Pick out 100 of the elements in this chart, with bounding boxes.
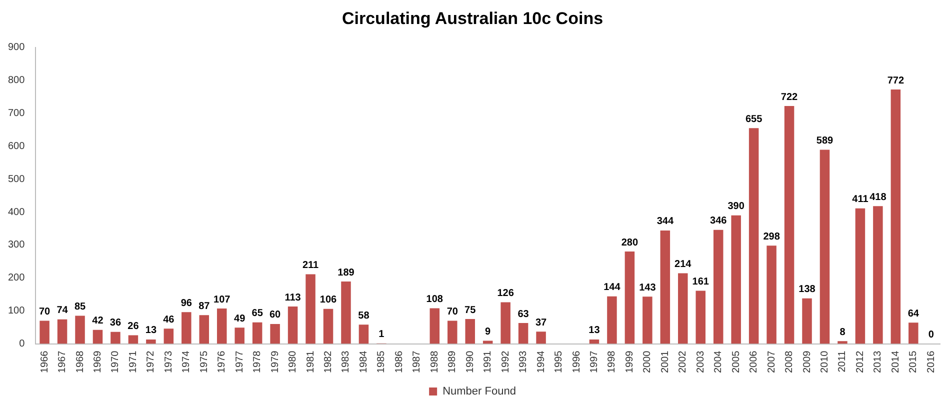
- data-label: 58: [358, 310, 370, 322]
- x-tick-label: 1969: [92, 350, 104, 374]
- bar: [624, 252, 635, 344]
- x-tick-label: 2008: [784, 350, 796, 374]
- chart-title: Circulating Australian 10c Coins: [342, 8, 604, 28]
- data-label: 143: [639, 282, 656, 294]
- x-tick-label: 1984: [358, 350, 370, 374]
- x-tick-label: 1973: [163, 350, 174, 374]
- data-label: 70: [38, 306, 51, 318]
- x-tick-label: 1999: [624, 350, 636, 374]
- data-label: 74: [56, 305, 68, 316]
- x-tick-label: 1997: [588, 350, 600, 374]
- data-label: 144: [604, 282, 621, 294]
- bar: [890, 90, 901, 344]
- bar: [448, 320, 458, 344]
- bar: [642, 296, 652, 344]
- data-label: 161: [692, 276, 710, 288]
- x-tick-label: 2007: [766, 350, 778, 374]
- bar: [182, 312, 192, 344]
- x-tick-label: 2004: [713, 350, 724, 374]
- bar: [92, 330, 103, 344]
- x-tick-label: 1995: [554, 350, 565, 374]
- x-tick-label: 2010: [819, 350, 830, 374]
- x-tick-label: 2003: [695, 350, 706, 374]
- bar: [75, 316, 85, 344]
- data-label: 46: [163, 314, 175, 326]
- x-tick-label: 1988: [429, 350, 440, 374]
- data-label: 75: [464, 304, 476, 316]
- data-label: 390: [728, 201, 745, 212]
- data-label: 655: [745, 114, 763, 125]
- data-label: 13: [588, 325, 600, 336]
- bar: [696, 290, 706, 344]
- x-tick-label: 1976: [216, 350, 228, 374]
- bar: [589, 339, 600, 344]
- y-tick-label: 500: [8, 174, 26, 185]
- data-label: 411: [852, 194, 869, 206]
- x-tick-label: 1967: [57, 350, 68, 374]
- x-tick-label: 2001: [660, 350, 671, 374]
- data-label: 85: [74, 302, 86, 313]
- x-tick-label: 1980: [288, 350, 299, 374]
- x-tick-label: 1992: [500, 350, 512, 374]
- data-label: 189: [338, 267, 355, 278]
- x-tick-label: 1981: [305, 350, 316, 374]
- data-label: 36: [110, 318, 122, 329]
- data-label: 106: [320, 294, 338, 306]
- bar: [358, 324, 369, 344]
- bar: [855, 208, 866, 344]
- bar: [306, 274, 316, 344]
- x-tick-label: 2016: [926, 350, 937, 374]
- x-tick-label: 1966: [39, 350, 50, 374]
- data-label: 65: [252, 308, 264, 320]
- x-tick-label: 1990: [464, 350, 476, 374]
- data-label: 107: [214, 294, 231, 306]
- x-tick-label: 1971: [128, 350, 139, 374]
- data-label: 8: [840, 326, 846, 338]
- data-label: 13: [145, 325, 157, 336]
- data-label: 87: [198, 300, 210, 312]
- x-tick-label: 1979: [270, 350, 281, 374]
- x-tick-label: 1998: [606, 350, 618, 374]
- x-tick-label: 1975: [198, 350, 210, 374]
- bar: [784, 106, 794, 344]
- data-label: 589: [816, 136, 834, 147]
- bar: [660, 230, 670, 344]
- x-tick-label: 2011: [837, 350, 848, 372]
- data-label: 64: [908, 308, 920, 320]
- bar: [802, 298, 812, 344]
- bar: [110, 332, 120, 344]
- bar: [607, 296, 617, 344]
- y-tick-label: 800: [8, 75, 26, 86]
- bar: [518, 323, 528, 344]
- data-label: 722: [780, 92, 798, 103]
- data-label: 26: [128, 320, 140, 332]
- bar: [465, 319, 475, 344]
- bar: [838, 341, 848, 344]
- bar: [234, 328, 244, 344]
- x-tick-label: 2006: [748, 350, 760, 374]
- x-tick-label: 1968: [74, 350, 86, 374]
- data-label: 49: [234, 313, 246, 324]
- bar: [216, 308, 227, 344]
- data-label: 42: [92, 316, 104, 327]
- data-label: 96: [180, 298, 192, 309]
- x-tick-label: 2009: [802, 350, 813, 374]
- x-tick-label: 1985: [376, 350, 388, 374]
- data-label: 138: [798, 284, 816, 296]
- bar: [323, 308, 334, 344]
- x-tick-label: 2005: [730, 350, 742, 374]
- bar: [288, 306, 298, 344]
- y-tick-label: 600: [8, 140, 26, 152]
- bar: [536, 332, 546, 344]
- bar: [40, 320, 50, 344]
- data-label: 214: [674, 259, 692, 270]
- bar: [731, 215, 741, 344]
- data-label: 63: [518, 308, 530, 320]
- bar: [252, 322, 262, 344]
- x-tick-label: 1983: [340, 350, 352, 374]
- y-tick-label: 200: [8, 272, 26, 284]
- y-tick-label: 400: [8, 206, 26, 218]
- data-label: 113: [284, 292, 302, 304]
- y-tick-label: 0: [19, 338, 26, 350]
- bar: [146, 339, 156, 344]
